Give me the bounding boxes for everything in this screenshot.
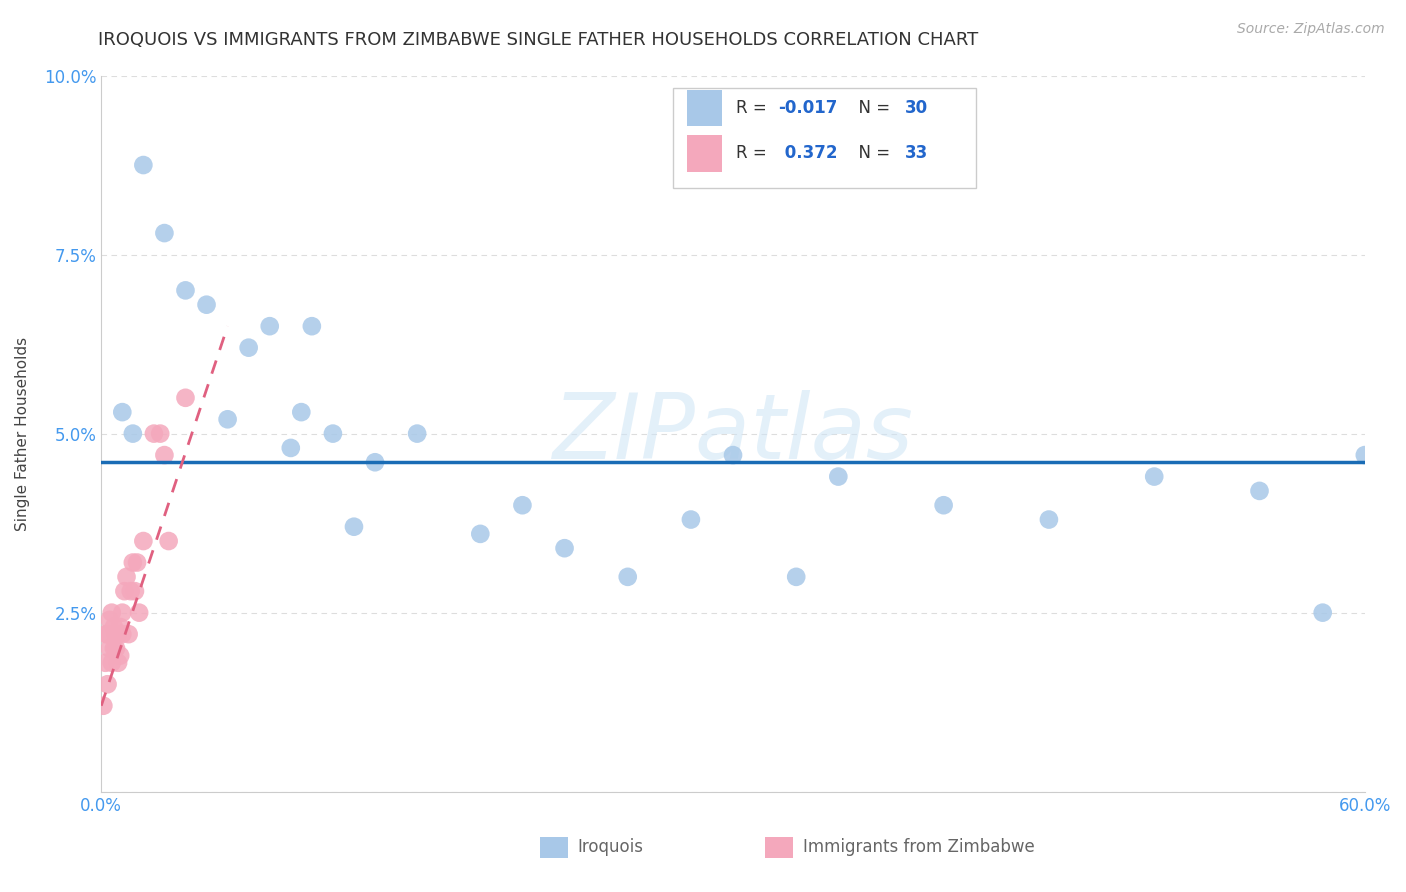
Point bbox=[125, 556, 148, 570]
Point bbox=[117, 627, 139, 641]
Point bbox=[174, 284, 197, 298]
Point bbox=[111, 606, 134, 620]
Point bbox=[1249, 483, 1271, 498]
FancyBboxPatch shape bbox=[765, 837, 793, 858]
Point bbox=[103, 641, 125, 656]
Point bbox=[108, 620, 131, 634]
Point bbox=[107, 627, 129, 641]
Point bbox=[827, 469, 849, 483]
Text: Immigrants from Zimbabwe: Immigrants from Zimbabwe bbox=[803, 838, 1035, 855]
Point bbox=[98, 613, 121, 627]
Point bbox=[157, 534, 180, 549]
Point bbox=[932, 498, 955, 512]
Text: Iroquois: Iroquois bbox=[578, 838, 644, 855]
Text: -0.017: -0.017 bbox=[779, 99, 838, 117]
Point bbox=[97, 627, 120, 641]
Point bbox=[111, 405, 134, 419]
Point bbox=[132, 534, 155, 549]
Point bbox=[217, 412, 239, 426]
Point bbox=[103, 620, 125, 634]
Text: 0.372: 0.372 bbox=[779, 145, 837, 162]
Text: 30: 30 bbox=[905, 99, 928, 117]
Point bbox=[149, 426, 172, 441]
Point bbox=[470, 527, 492, 541]
Point bbox=[290, 405, 312, 419]
Point bbox=[554, 541, 576, 556]
Text: IROQUOIS VS IMMIGRANTS FROM ZIMBABWE SINGLE FATHER HOUSEHOLDS CORRELATION CHART: IROQUOIS VS IMMIGRANTS FROM ZIMBABWE SIN… bbox=[98, 31, 979, 49]
Point bbox=[101, 656, 124, 670]
Point bbox=[1354, 448, 1376, 462]
Text: R =: R = bbox=[735, 99, 772, 117]
Point bbox=[121, 426, 143, 441]
Point bbox=[785, 570, 807, 584]
Point bbox=[301, 319, 323, 334]
FancyBboxPatch shape bbox=[540, 837, 568, 858]
Point bbox=[721, 448, 744, 462]
Point bbox=[124, 584, 146, 599]
Point bbox=[112, 584, 135, 599]
FancyBboxPatch shape bbox=[673, 88, 976, 188]
Point bbox=[108, 648, 131, 663]
Point bbox=[121, 556, 143, 570]
Point bbox=[1038, 512, 1060, 526]
Text: ZIPatlas: ZIPatlas bbox=[553, 390, 914, 477]
Text: N =: N = bbox=[848, 99, 896, 117]
Point bbox=[679, 512, 702, 526]
Point bbox=[322, 426, 344, 441]
Point bbox=[104, 627, 127, 641]
Point bbox=[98, 641, 121, 656]
Point bbox=[343, 519, 366, 533]
Point bbox=[1312, 606, 1334, 620]
Text: Source: ZipAtlas.com: Source: ZipAtlas.com bbox=[1237, 22, 1385, 37]
FancyBboxPatch shape bbox=[686, 89, 723, 126]
Point bbox=[111, 627, 134, 641]
Point bbox=[364, 455, 387, 469]
Point bbox=[128, 606, 150, 620]
Point bbox=[101, 606, 124, 620]
Point bbox=[259, 319, 281, 334]
Text: R =: R = bbox=[735, 145, 772, 162]
Point bbox=[153, 226, 176, 240]
Point bbox=[238, 341, 260, 355]
Point bbox=[132, 158, 155, 172]
FancyBboxPatch shape bbox=[686, 135, 723, 171]
Point bbox=[97, 677, 120, 691]
Point bbox=[1143, 469, 1166, 483]
Point bbox=[512, 498, 534, 512]
Point bbox=[280, 441, 302, 455]
Point bbox=[406, 426, 429, 441]
Point bbox=[142, 426, 165, 441]
Point bbox=[104, 641, 127, 656]
Point bbox=[93, 698, 115, 713]
Point bbox=[94, 627, 117, 641]
Point bbox=[115, 570, 138, 584]
Point bbox=[120, 584, 142, 599]
Point bbox=[616, 570, 638, 584]
Text: 33: 33 bbox=[905, 145, 928, 162]
Y-axis label: Single Father Households: Single Father Households bbox=[15, 336, 30, 531]
Text: N =: N = bbox=[848, 145, 896, 162]
Point bbox=[195, 298, 218, 312]
Point bbox=[174, 391, 197, 405]
Point bbox=[153, 448, 176, 462]
Point bbox=[94, 656, 117, 670]
Point bbox=[107, 656, 129, 670]
